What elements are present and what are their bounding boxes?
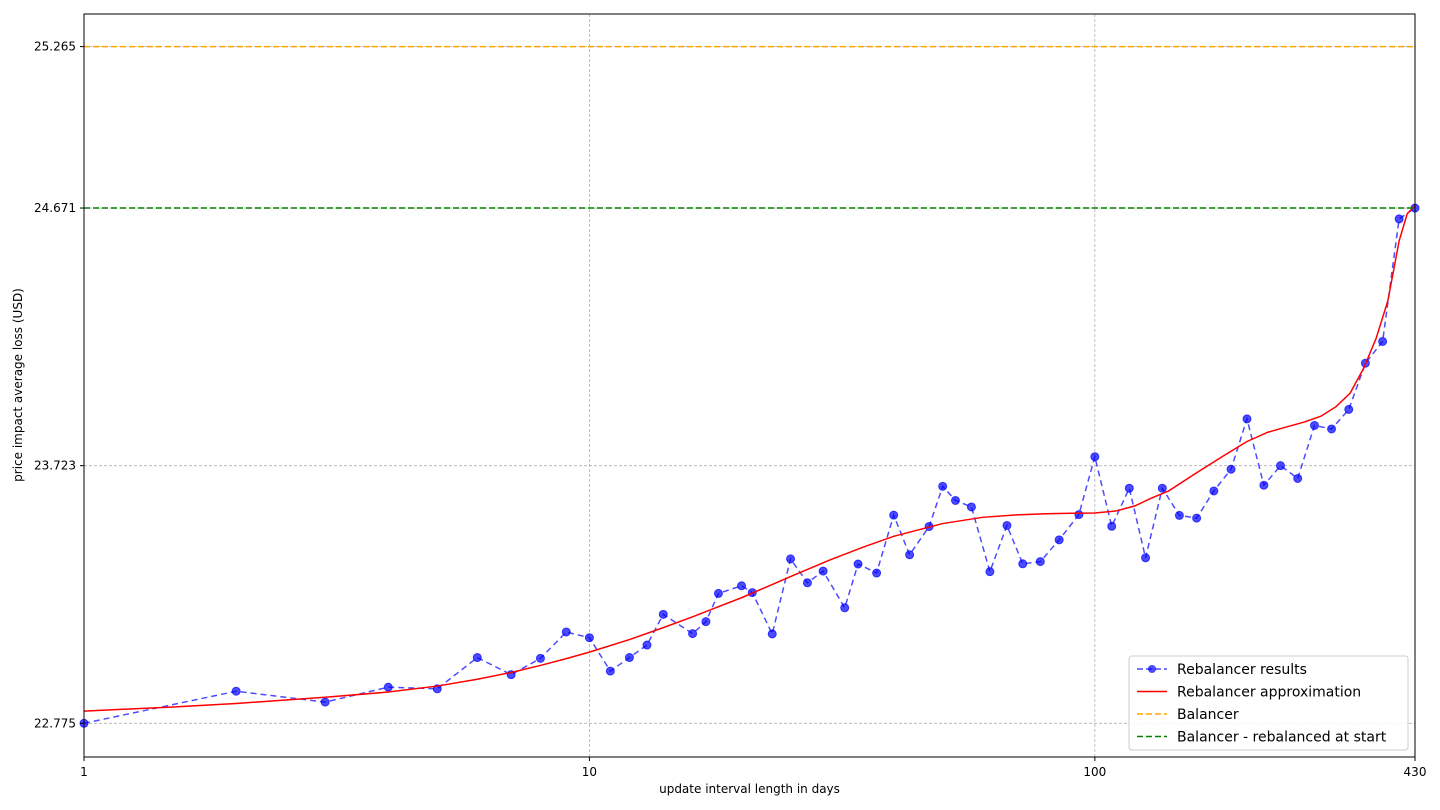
data-point (1209, 486, 1219, 496)
legend-item-rebalancer-results: Rebalancer results (1137, 662, 1307, 678)
data-point (767, 629, 777, 639)
plot-frame (83, 13, 1416, 758)
x-tick-label: 1 (80, 765, 88, 779)
data-point (1259, 480, 1269, 490)
data-point (840, 603, 850, 613)
x-tick-label: 100 (1083, 765, 1106, 779)
data-point (1018, 559, 1028, 569)
legend-label: Balancer - rebalanced at start (1177, 730, 1387, 746)
data-point (701, 617, 711, 627)
legend-label: Balancer (1177, 707, 1239, 723)
data-point (938, 481, 948, 491)
data-point (889, 510, 899, 520)
y-axis-label: price impact average loss (USD) (11, 288, 25, 482)
y-tick-label: 24.671 (34, 201, 76, 215)
data-point (1344, 404, 1354, 414)
legend-label: Rebalancer approximation (1177, 685, 1361, 701)
data-point (642, 640, 652, 650)
x-tick-label: 10 (582, 765, 597, 779)
y-tick-label: 22.775 (34, 716, 76, 730)
data-point (713, 588, 723, 598)
data-point (1293, 473, 1303, 483)
data-point (905, 550, 915, 560)
data-point (802, 578, 812, 588)
data-point (1074, 510, 1084, 520)
data-point (383, 682, 393, 692)
data-point (1192, 513, 1202, 523)
data-point (605, 666, 615, 676)
data-point (985, 567, 995, 577)
data-point (472, 653, 482, 663)
legend-item-balancer-rebalanced-at-start: Balancer - rebalanced at start (1137, 730, 1387, 746)
grid-layer (84, 14, 1415, 757)
legend-label: Rebalancer results (1177, 662, 1307, 678)
data-point (853, 559, 863, 569)
data-point (1124, 483, 1134, 493)
data-point (1054, 535, 1064, 545)
data-point (786, 554, 796, 564)
data-point (872, 568, 882, 578)
y-tick-label: 23.723 (34, 459, 76, 473)
data-point (1309, 420, 1319, 430)
data-point (1174, 510, 1184, 520)
data-point (1090, 452, 1100, 462)
data-point (658, 609, 668, 619)
legend-item-balancer: Balancer (1137, 707, 1239, 723)
data-point (818, 566, 828, 576)
data-point (1107, 521, 1117, 531)
series-layer (79, 45, 1420, 728)
data-point (1226, 464, 1236, 474)
legend-box (1128, 655, 1409, 751)
x-tick-label: 430 (1404, 765, 1427, 779)
rebalancer-approximation-line (83, 205, 1416, 712)
data-point (1327, 424, 1337, 434)
data-point (1242, 414, 1252, 424)
data-point (1378, 336, 1388, 346)
data-point (231, 686, 241, 696)
data-point (1157, 483, 1167, 493)
rebalancer-results-line (83, 207, 1416, 725)
data-point (688, 629, 698, 639)
data-point (966, 502, 976, 512)
data-point (1141, 553, 1151, 563)
data-point (1394, 214, 1404, 224)
data-point (737, 581, 747, 591)
data-point (535, 653, 545, 663)
data-point (584, 633, 594, 643)
data-point (320, 697, 330, 707)
legend-marker (1148, 665, 1156, 673)
data-point (1002, 520, 1012, 530)
tick-layer: 1 10 100 430 22.775 23.723 24.671 25.265 (34, 40, 1426, 779)
x-axis-label: update interval length in days (659, 782, 840, 796)
data-point (950, 495, 960, 505)
data-point (561, 627, 571, 637)
legend-item-rebalancer-approximation: Rebalancer approximation (1137, 685, 1361, 701)
data-point (624, 653, 634, 663)
legend: Rebalancer results Rebalancer approximati… (1128, 655, 1409, 751)
y-tick-label: 25.265 (34, 40, 76, 54)
data-point (1035, 557, 1045, 567)
data-point (1276, 461, 1286, 471)
